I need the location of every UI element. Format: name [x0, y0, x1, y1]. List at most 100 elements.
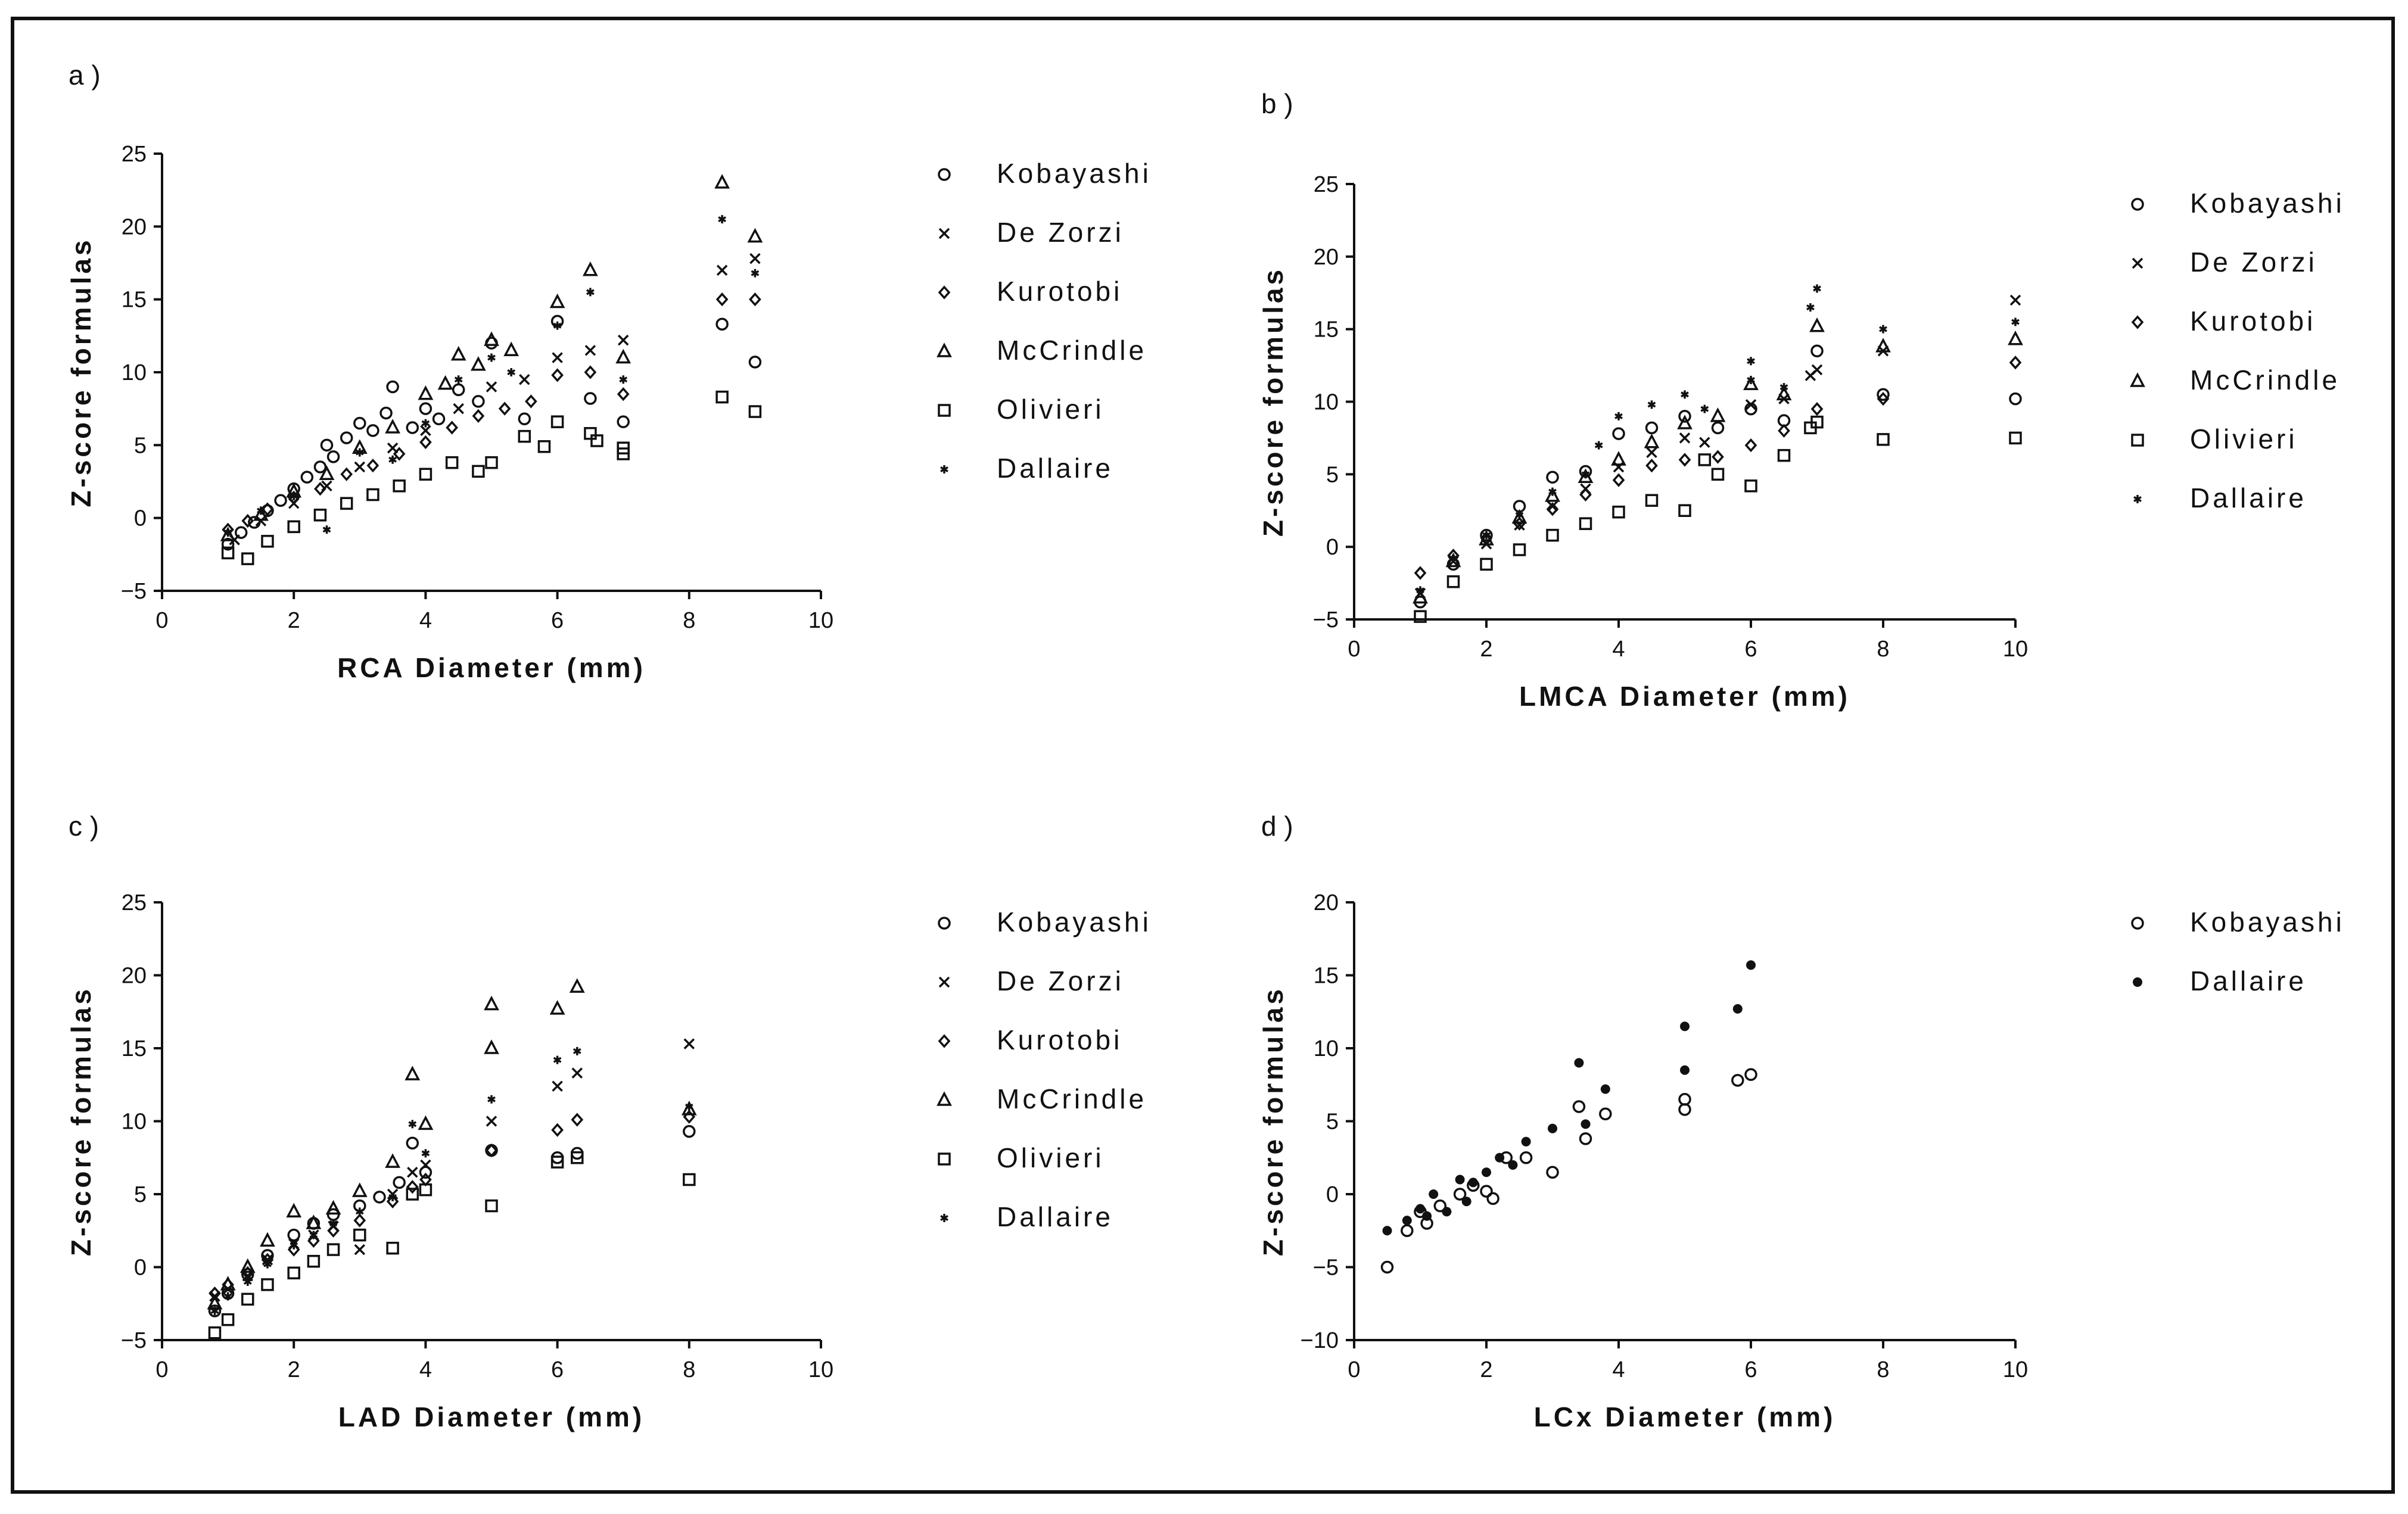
x-tick-label: 0 — [1348, 1357, 1360, 1382]
data-point — [420, 425, 431, 437]
data-point — [685, 1102, 693, 1111]
data-point — [715, 390, 729, 404]
data-point — [1711, 468, 1725, 481]
data-point — [550, 1155, 564, 1169]
data-point — [1779, 383, 1788, 392]
data-point — [1681, 390, 1689, 399]
data-point — [714, 174, 730, 189]
data-point — [683, 1038, 695, 1049]
panel-b: b ) −5 0 5 10 15 20 25 0 2 4 6 8 10 LMCA Diameter (mm)… — [1258, 88, 2345, 712]
x-tick-label: 8 — [683, 1357, 695, 1382]
data-point — [319, 465, 335, 481]
data-point — [353, 416, 366, 430]
data-point — [1745, 399, 1757, 410]
data-point — [537, 440, 551, 453]
data-point — [223, 528, 232, 537]
y-tick-label: 0 — [1326, 535, 1339, 560]
data-point — [407, 1167, 418, 1178]
legend-item: Kurotobi — [938, 276, 1119, 307]
y-tick-label: 15 — [122, 288, 147, 313]
series-kurotobi — [1414, 356, 2022, 580]
legend-item: De Zorzi — [938, 965, 1121, 996]
data-point — [518, 429, 531, 443]
data-point — [366, 488, 379, 501]
data-point — [1711, 421, 1725, 435]
y-tick-label: −10 — [1301, 1328, 1339, 1353]
data-point — [498, 401, 511, 416]
data-point — [1746, 960, 1756, 970]
legend-marker — [2131, 917, 2144, 930]
data-point — [419, 468, 433, 481]
data-point — [432, 412, 446, 426]
series-dallaire — [1416, 284, 2020, 595]
data-point — [487, 1095, 496, 1104]
data-point — [450, 345, 466, 361]
data-point — [1778, 423, 1790, 438]
legend-marker — [938, 404, 951, 417]
data-point — [525, 394, 537, 409]
data-point — [1700, 404, 1709, 413]
data-point — [1645, 459, 1658, 473]
data-point — [1415, 1204, 1425, 1214]
data-point — [715, 292, 729, 307]
data-point — [307, 1254, 321, 1268]
data-point — [1414, 566, 1427, 580]
legend-item: McCrindle — [2130, 365, 2337, 395]
data-point — [1581, 1119, 1591, 1129]
legend-label: Kurotobi — [997, 1024, 1122, 1055]
y-tick-label: −5 — [121, 579, 147, 604]
data-point — [617, 334, 629, 346]
data-point — [354, 461, 366, 473]
data-point — [223, 1292, 232, 1301]
data-point — [1612, 473, 1625, 487]
data-point — [1810, 402, 1824, 416]
x-tick-label: 2 — [1480, 637, 1492, 662]
data-point — [1548, 1123, 1557, 1133]
data-point — [1413, 588, 1428, 604]
data-point — [1810, 415, 1824, 429]
data-point — [472, 395, 485, 408]
y-tick-label: 10 — [122, 360, 147, 385]
y-tick-label: 10 — [1314, 1036, 1339, 1061]
data-point — [326, 1243, 340, 1256]
data-point — [1416, 586, 1424, 595]
data-point — [366, 458, 379, 473]
x-tick-label: 2 — [1480, 1357, 1492, 1382]
data-point — [325, 1200, 341, 1215]
data-point — [386, 380, 399, 394]
data-point — [446, 420, 458, 435]
y-tick-label: 25 — [1314, 172, 1339, 197]
series-olivieri — [221, 390, 762, 565]
data-point — [353, 1213, 366, 1228]
data-point — [1546, 471, 1559, 484]
data-point — [487, 353, 496, 362]
legend-label: McCrindle — [997, 1083, 1147, 1114]
data-point — [234, 526, 248, 539]
x-tick-label: 0 — [155, 1357, 168, 1382]
data-point — [286, 1203, 302, 1218]
data-point — [1647, 400, 1656, 409]
data-point — [716, 264, 728, 276]
data-point — [221, 1313, 235, 1326]
data-point — [208, 1304, 222, 1317]
y-tick-label: −5 — [1313, 608, 1339, 633]
x-axis-title: RCA Diameter (mm) — [337, 652, 646, 683]
legend-marker — [938, 976, 950, 988]
data-point — [393, 1176, 406, 1189]
legend-marker — [938, 917, 951, 930]
data-point — [552, 352, 563, 363]
data-point — [619, 375, 628, 384]
data-point — [550, 415, 564, 428]
legend-label: Kobayashi — [2190, 188, 2345, 219]
legend-marker — [938, 228, 950, 239]
series-kobayashi — [1414, 344, 2022, 609]
data-point — [584, 345, 596, 356]
x-tick-label: 10 — [808, 1357, 833, 1382]
y-tick-label: 0 — [134, 1256, 147, 1281]
data-point — [241, 513, 254, 528]
data-point — [617, 447, 630, 460]
data-point — [322, 525, 331, 534]
data-point — [1678, 504, 1691, 517]
data-point — [385, 1153, 400, 1168]
